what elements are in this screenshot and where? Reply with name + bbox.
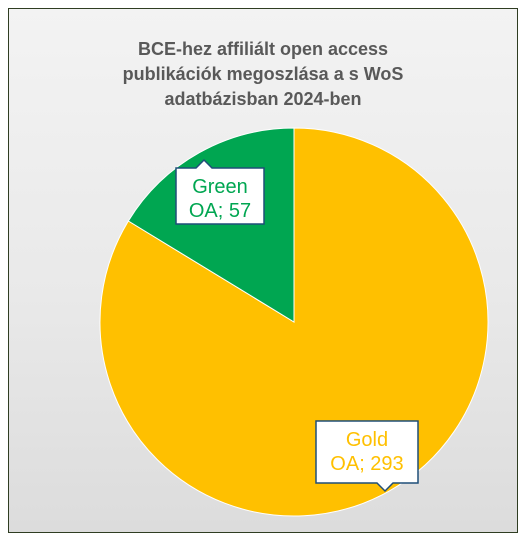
chart-title-line-2: publikációk megoszlása a s WoS [122, 64, 404, 84]
callout-box [315, 420, 419, 493]
data-label-text: OA; 57 [189, 200, 251, 222]
callout-box [175, 158, 265, 225]
data-label-text: Gold [346, 429, 388, 451]
chart-title: BCE-hez affiliált open access publikáció… [9, 37, 517, 112]
chart-title-line-1: BCE-hez affiliált open access [137, 39, 389, 59]
pie-slices [99, 127, 489, 517]
data-label-text: Green [192, 176, 248, 198]
chart-title-line-3: adatbázisban 2024-ben [164, 89, 362, 109]
pie-slice-gold-oa [99, 127, 489, 517]
data-label-text: OA; 293 [330, 453, 403, 475]
